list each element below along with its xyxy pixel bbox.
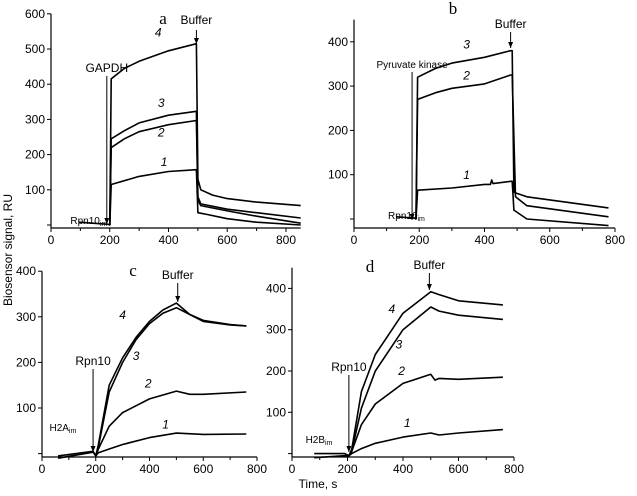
x-tick-label: 0 [39, 462, 46, 476]
y-tick-label: 200 [266, 364, 286, 378]
panel-a: 0 200 400 600 800 100 200 300 400 500 600 a4 3 2 1 GAPD… [25, 7, 301, 247]
surface-label: H2Bim [306, 435, 333, 447]
series-label-2: 2 [157, 125, 165, 139]
x-tick-label: 400 [139, 462, 159, 476]
x-tick-label: 200 [100, 233, 120, 247]
y-axis-label: Biosensor signal, RU [1, 194, 15, 306]
x-tick-label: 600 [217, 233, 237, 247]
series-label-3: 3 [463, 37, 470, 51]
panel-title: d [366, 257, 375, 276]
series-line-3 [57, 306, 247, 459]
x-tick-label: 0 [48, 233, 55, 247]
surface-label: Rpn10im [70, 216, 107, 228]
x-tick-label: 200 [337, 462, 357, 476]
series-label-2: 2 [397, 364, 405, 378]
series-line-2 [109, 119, 301, 226]
series-line-1 [348, 428, 503, 457]
series-line-1 [109, 168, 301, 226]
x-tick-label: 400 [158, 233, 178, 247]
series-label-4: 4 [155, 26, 162, 40]
series-label-3: 3 [133, 349, 140, 363]
y-tick-label: 200 [16, 355, 36, 369]
y-tick-label: 400 [25, 77, 45, 91]
y-tick-label: 200 [328, 123, 348, 137]
x-tick-label: 400 [393, 462, 413, 476]
series-label-2: 2 [144, 376, 152, 390]
panel-title: c [129, 261, 137, 280]
panel-d: 0 200 400 600 800 100 200 300 400 d 4 3 2 1 Rpn10 Buffe… [266, 257, 524, 476]
y-tick-label: 500 [25, 42, 45, 56]
annotation-label: Rpn10 [75, 354, 111, 368]
series-line-3 [314, 306, 503, 459]
series-line-1 [415, 179, 609, 227]
y-tick-label: 200 [25, 148, 45, 162]
x-tick-label: 800 [247, 462, 267, 476]
series-line-2 [95, 390, 247, 457]
arrowhead-icon [409, 214, 415, 220]
series-label-4: 4 [389, 302, 396, 316]
series-label-1: 1 [404, 416, 411, 430]
annotation-label: GAPDH [85, 61, 128, 75]
annotation-label: Buffer [413, 258, 445, 272]
x-tick-label: 200 [409, 233, 429, 247]
y-tick-label: 400 [328, 35, 348, 49]
panel-c: 0 200 400 600 800 100 200 300 400 c 4 32 1 Rpn10 Buffe… [16, 261, 267, 476]
arrowhead-icon [426, 284, 432, 290]
annotation-label: Buffer [162, 268, 194, 282]
series-label-4: 4 [119, 308, 126, 322]
series-label-2: 2 [462, 68, 470, 82]
surface-label: Rpn10im [388, 211, 425, 223]
series-line-2 [348, 373, 503, 457]
x-tick-label: 600 [193, 462, 213, 476]
panel-title: b [449, 0, 458, 18]
arrowhead-icon [193, 38, 199, 44]
annotation-label: Pyruvate kinase [376, 60, 448, 71]
y-tick-label: 300 [328, 79, 348, 93]
arrowhead-icon [508, 42, 514, 48]
series-line-2 [415, 74, 609, 220]
series-label-1: 1 [463, 168, 470, 182]
x-tick-label: 0 [351, 233, 358, 247]
annotation-label: Rpn10 [331, 360, 367, 374]
x-tick-label: 0 [289, 462, 296, 476]
x-tick-label: 800 [504, 462, 524, 476]
x-axis-label: Time, s [299, 477, 338, 491]
y-tick-label: 100 [25, 183, 45, 197]
panel-b: 0 200 400 600 800 100 200 300 400 b 3 2 1 Pyruvate ki… [328, 0, 625, 247]
series-line-3 [396, 49, 609, 220]
series-line-4 [57, 302, 247, 457]
series-label-1: 1 [162, 418, 169, 432]
annotation-label: Buffer [495, 17, 527, 31]
y-tick-label: 600 [25, 7, 45, 21]
y-tick-label: 100 [266, 405, 286, 419]
y-tick-label: 300 [25, 112, 45, 126]
surface-label: H2Aim [49, 423, 76, 435]
x-tick-label: 800 [605, 233, 625, 247]
x-tick-label: 600 [540, 233, 560, 247]
x-tick-label: 600 [448, 462, 468, 476]
arrowhead-icon [104, 218, 110, 224]
series-line-3 [109, 110, 301, 226]
y-tick-label: 400 [266, 281, 286, 295]
y-tick-label: 100 [16, 401, 36, 415]
annotation-label: Buffer [181, 13, 213, 27]
series-label-1: 1 [161, 155, 168, 169]
series-label-3: 3 [158, 96, 165, 110]
y-tick-label: 300 [266, 323, 286, 337]
x-tick-label: 200 [86, 462, 106, 476]
y-tick-label: 100 [328, 168, 348, 182]
arrowhead-icon [346, 446, 352, 452]
arrowhead-icon [90, 446, 96, 452]
panel-title: a [159, 9, 167, 28]
y-tick-label: 300 [16, 310, 36, 324]
x-tick-label: 800 [276, 233, 296, 247]
y-tick-label: 400 [16, 264, 36, 278]
arrowhead-icon [175, 296, 181, 302]
x-tick-label: 400 [474, 233, 494, 247]
series-line-1 [95, 432, 247, 457]
series-label-3: 3 [395, 337, 402, 351]
